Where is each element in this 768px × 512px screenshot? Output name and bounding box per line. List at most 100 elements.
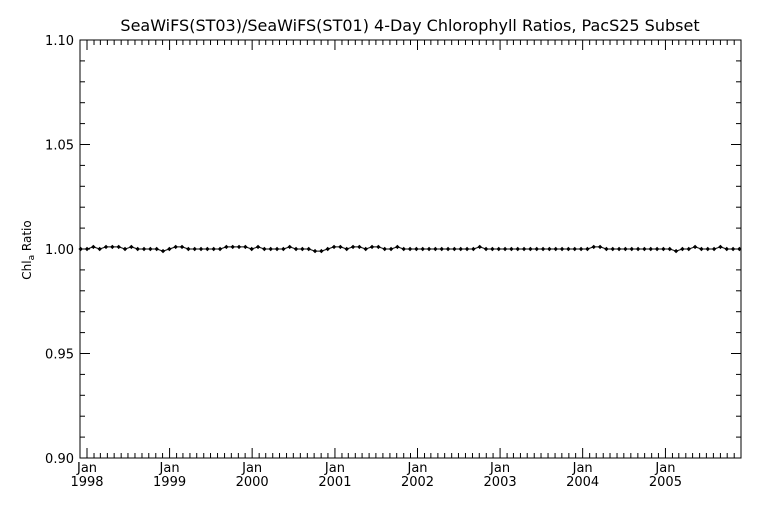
data-point — [255, 244, 261, 250]
data-point — [680, 246, 685, 252]
data-point — [97, 246, 102, 252]
data-point — [344, 246, 349, 252]
data-point — [224, 244, 229, 250]
data-point — [597, 244, 603, 250]
data-point — [483, 246, 489, 252]
data-point — [236, 244, 242, 250]
data-point — [692, 244, 698, 250]
x-tick-year-label: 1999 — [153, 475, 186, 490]
data-point — [198, 246, 204, 252]
data-point — [179, 244, 185, 250]
data-point — [401, 246, 406, 252]
data-point — [350, 244, 356, 250]
data-point — [667, 246, 672, 252]
data-point — [610, 246, 615, 252]
data-point — [509, 246, 514, 252]
y-tick-label: 1.10 — [45, 34, 74, 49]
data-point — [635, 246, 641, 252]
data-point — [369, 244, 375, 250]
x-axis-ticks: Jan1998Jan1999Jan2000Jan2001Jan2002Jan20… — [70, 40, 742, 490]
data-point — [471, 246, 476, 252]
data-point — [281, 246, 286, 252]
data-point — [129, 244, 134, 250]
data-point — [661, 246, 666, 252]
data-point — [477, 244, 482, 250]
data-point — [217, 246, 223, 252]
x-tick-month-label: Jan — [406, 461, 427, 476]
data-point — [173, 244, 178, 250]
data-point — [84, 246, 90, 252]
data-point — [141, 246, 147, 252]
data-point — [154, 246, 159, 252]
x-tick-month-label: Jan — [241, 461, 262, 476]
data-point — [711, 246, 717, 252]
data-point — [566, 246, 571, 252]
data-point — [230, 244, 235, 250]
x-tick-year-label: 1998 — [70, 475, 103, 490]
data-point — [300, 246, 305, 252]
data-point — [534, 246, 539, 252]
data-point — [249, 246, 254, 252]
chart-title: SeaWiFS(ST03)/SeaWiFS(ST01) 4-Day Chloro… — [120, 16, 699, 35]
data-point — [122, 246, 128, 252]
data-point — [464, 246, 470, 252]
data-point — [705, 246, 710, 252]
data-point — [205, 246, 210, 252]
data-point — [616, 246, 622, 252]
data-point — [325, 246, 330, 252]
data-point — [737, 246, 742, 252]
x-tick-year-label: 2005 — [649, 475, 682, 490]
data-point — [274, 246, 280, 252]
data-point — [673, 248, 679, 254]
x-tick-month-label: Jan — [489, 461, 510, 476]
x-tick-month-label: Jan — [324, 461, 345, 476]
data-point — [357, 244, 362, 250]
data-point — [496, 246, 501, 252]
data-point — [654, 246, 660, 252]
data-point — [420, 246, 425, 252]
data-point — [572, 246, 577, 252]
y-tick-label: 1.05 — [45, 139, 74, 154]
data-point — [445, 246, 451, 252]
data-point — [116, 244, 121, 250]
data-point — [578, 246, 584, 252]
data-point — [293, 246, 299, 252]
svg-text:Chla Ratio: Chla Ratio — [20, 220, 37, 279]
y-axis-label: Chla Ratio — [20, 220, 37, 279]
data-point — [306, 246, 311, 252]
x-tick-year-label: 2003 — [484, 475, 517, 490]
data-point — [103, 244, 109, 250]
data-point — [490, 246, 495, 252]
data-point — [426, 246, 432, 252]
data-point — [439, 246, 444, 252]
data-point — [338, 244, 343, 250]
data-point — [604, 246, 609, 252]
data-point — [642, 246, 647, 252]
data-point — [515, 246, 520, 252]
y-tick-label: 1.00 — [45, 243, 74, 258]
x-tick-month-label: Jan — [572, 461, 593, 476]
y-axis-ticks: 0.90 0.95 1.00 1.05 1.10 — [45, 34, 741, 467]
data-point — [502, 246, 508, 252]
data-point — [553, 246, 558, 252]
data-point — [186, 246, 191, 252]
data-point — [363, 246, 368, 252]
data-point — [686, 246, 691, 252]
data-point — [243, 244, 248, 250]
data-point — [623, 246, 628, 252]
x-tick-month-label: Jan — [654, 461, 675, 476]
data-point — [110, 244, 115, 250]
data-point — [458, 246, 463, 252]
data-point — [585, 246, 590, 252]
data-point — [135, 246, 140, 252]
data-point — [452, 246, 457, 252]
data-point — [287, 244, 292, 250]
data-point — [407, 246, 413, 252]
data-point — [718, 244, 723, 250]
y-axis-label-suffix: Ratio — [20, 220, 34, 255]
data-point — [699, 246, 704, 252]
data-point — [540, 246, 546, 252]
data-point — [78, 246, 83, 252]
data-point — [591, 244, 596, 250]
